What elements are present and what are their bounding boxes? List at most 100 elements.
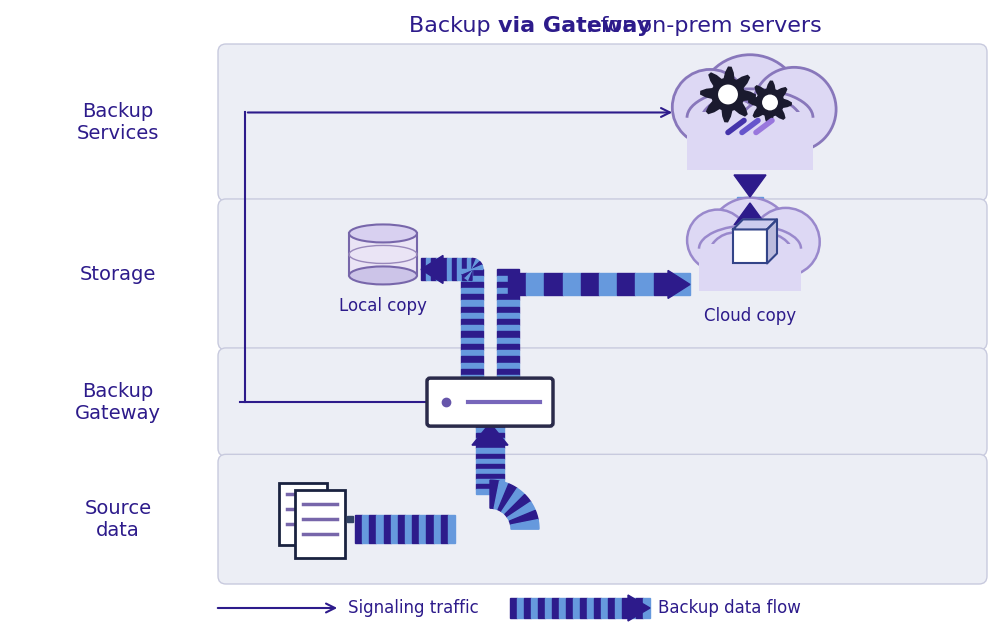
Bar [412, 515, 420, 543]
Polygon shape [767, 220, 777, 263]
Bar [461, 319, 483, 325]
Text: via Gateway: via Gateway [498, 16, 651, 36]
Bar [421, 258, 426, 280]
Polygon shape [461, 265, 483, 273]
Bar [442, 258, 447, 280]
Bar [349, 234, 417, 275]
Text: Cloud copy: Cloud copy [704, 308, 796, 325]
Bar [476, 484, 504, 489]
Polygon shape [498, 484, 517, 511]
Bar [461, 301, 483, 306]
Bar [427, 515, 434, 543]
Bar [362, 515, 369, 543]
Text: Backup: Backup [409, 16, 498, 36]
Bar [497, 350, 519, 356]
Circle shape [698, 97, 765, 165]
Bar [476, 479, 504, 484]
Bar [461, 282, 483, 288]
Text: : for on-prem servers: : for on-prem servers [586, 16, 822, 36]
Bar [497, 313, 519, 319]
Bar [476, 489, 504, 494]
Bar [636, 598, 643, 618]
Polygon shape [628, 595, 650, 621]
Bar [497, 275, 519, 282]
Text: Backup data flow: Backup data flow [658, 599, 801, 617]
Bar [431, 258, 437, 280]
Text: Backup
Gateway: Backup Gateway [75, 382, 161, 423]
Bar [497, 294, 519, 301]
Bar [476, 469, 504, 474]
Circle shape [687, 210, 749, 271]
Bar [476, 449, 504, 454]
Bar [497, 375, 519, 381]
Bar [497, 301, 519, 306]
Bar [461, 306, 483, 313]
Bar [552, 598, 559, 618]
Ellipse shape [349, 266, 417, 284]
Bar [508, 273, 526, 296]
Polygon shape [507, 502, 535, 521]
Polygon shape [504, 494, 530, 518]
Bar [452, 258, 457, 280]
Bar [476, 444, 504, 449]
Polygon shape [490, 480, 499, 508]
Bar [497, 306, 519, 313]
Bar [476, 459, 504, 464]
Bar [461, 325, 483, 332]
Bar [467, 258, 472, 280]
Bar [437, 258, 442, 280]
Circle shape [737, 99, 806, 168]
Bar [461, 288, 483, 294]
Bar [476, 454, 504, 459]
FancyBboxPatch shape [218, 199, 987, 350]
Circle shape [761, 94, 779, 111]
Polygon shape [495, 481, 508, 510]
Bar [587, 598, 594, 618]
Circle shape [752, 67, 836, 151]
Bar [526, 273, 544, 296]
Bar [497, 282, 519, 288]
Bar [510, 598, 517, 618]
Bar [461, 356, 483, 363]
Bar [426, 258, 431, 280]
Bar [687, 113, 813, 170]
Polygon shape [468, 258, 477, 280]
FancyBboxPatch shape [733, 229, 767, 263]
Bar [699, 244, 801, 291]
Bar [476, 464, 504, 469]
Bar [398, 515, 405, 543]
Circle shape [752, 208, 820, 276]
Bar [461, 270, 483, 275]
Bar [497, 344, 519, 350]
Bar [497, 332, 519, 337]
Bar [461, 275, 483, 282]
Bar [566, 598, 573, 618]
Bar [538, 598, 545, 618]
Bar [369, 515, 377, 543]
Bar [448, 515, 455, 543]
Bar [559, 598, 566, 618]
FancyBboxPatch shape [295, 490, 345, 558]
Bar [573, 598, 580, 618]
Bar [581, 273, 599, 296]
FancyBboxPatch shape [218, 44, 987, 201]
Bar [384, 515, 391, 543]
Bar [462, 258, 467, 280]
Circle shape [708, 197, 793, 283]
Bar [654, 273, 672, 296]
Bar [622, 598, 629, 618]
Bar [405, 515, 412, 543]
Bar [420, 515, 427, 543]
Bar [524, 598, 531, 618]
Polygon shape [734, 175, 766, 197]
Polygon shape [465, 260, 480, 280]
Bar [461, 337, 483, 344]
Bar [461, 332, 483, 337]
Bar [476, 438, 504, 444]
Bar [562, 273, 581, 296]
Polygon shape [748, 80, 792, 125]
Bar [497, 337, 519, 344]
Bar [635, 273, 654, 296]
Text: Source
data: Source data [85, 499, 152, 540]
Bar [601, 598, 608, 618]
